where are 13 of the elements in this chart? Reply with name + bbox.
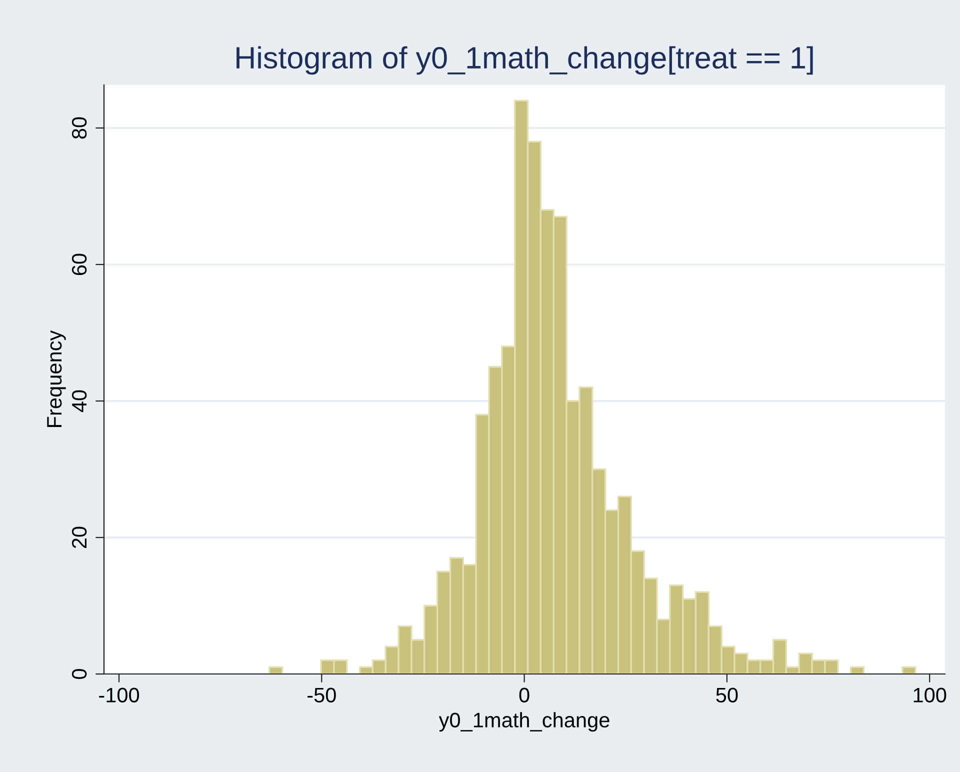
y-tick-label: 80 [72,117,87,139]
x-tick-label: 0 [519,688,530,702]
x-tick-label: -50 [308,688,336,702]
chart-title: Histogram of y0_1math_change[treat == 1] [236,46,813,75]
y-tick-label: 0 [72,669,87,679]
x-axis-title: y0_1math_change [438,712,610,732]
x-tick-label: 100 [914,688,946,702]
x-tick-label: -100 [99,688,140,702]
y-tick-label: 60 [72,254,87,276]
x-tick-label: 50 [716,688,738,702]
y-tick-label: 20 [72,526,87,548]
y-axis-title: Frequency [47,330,66,427]
y-tick-label: 40 [72,390,87,412]
